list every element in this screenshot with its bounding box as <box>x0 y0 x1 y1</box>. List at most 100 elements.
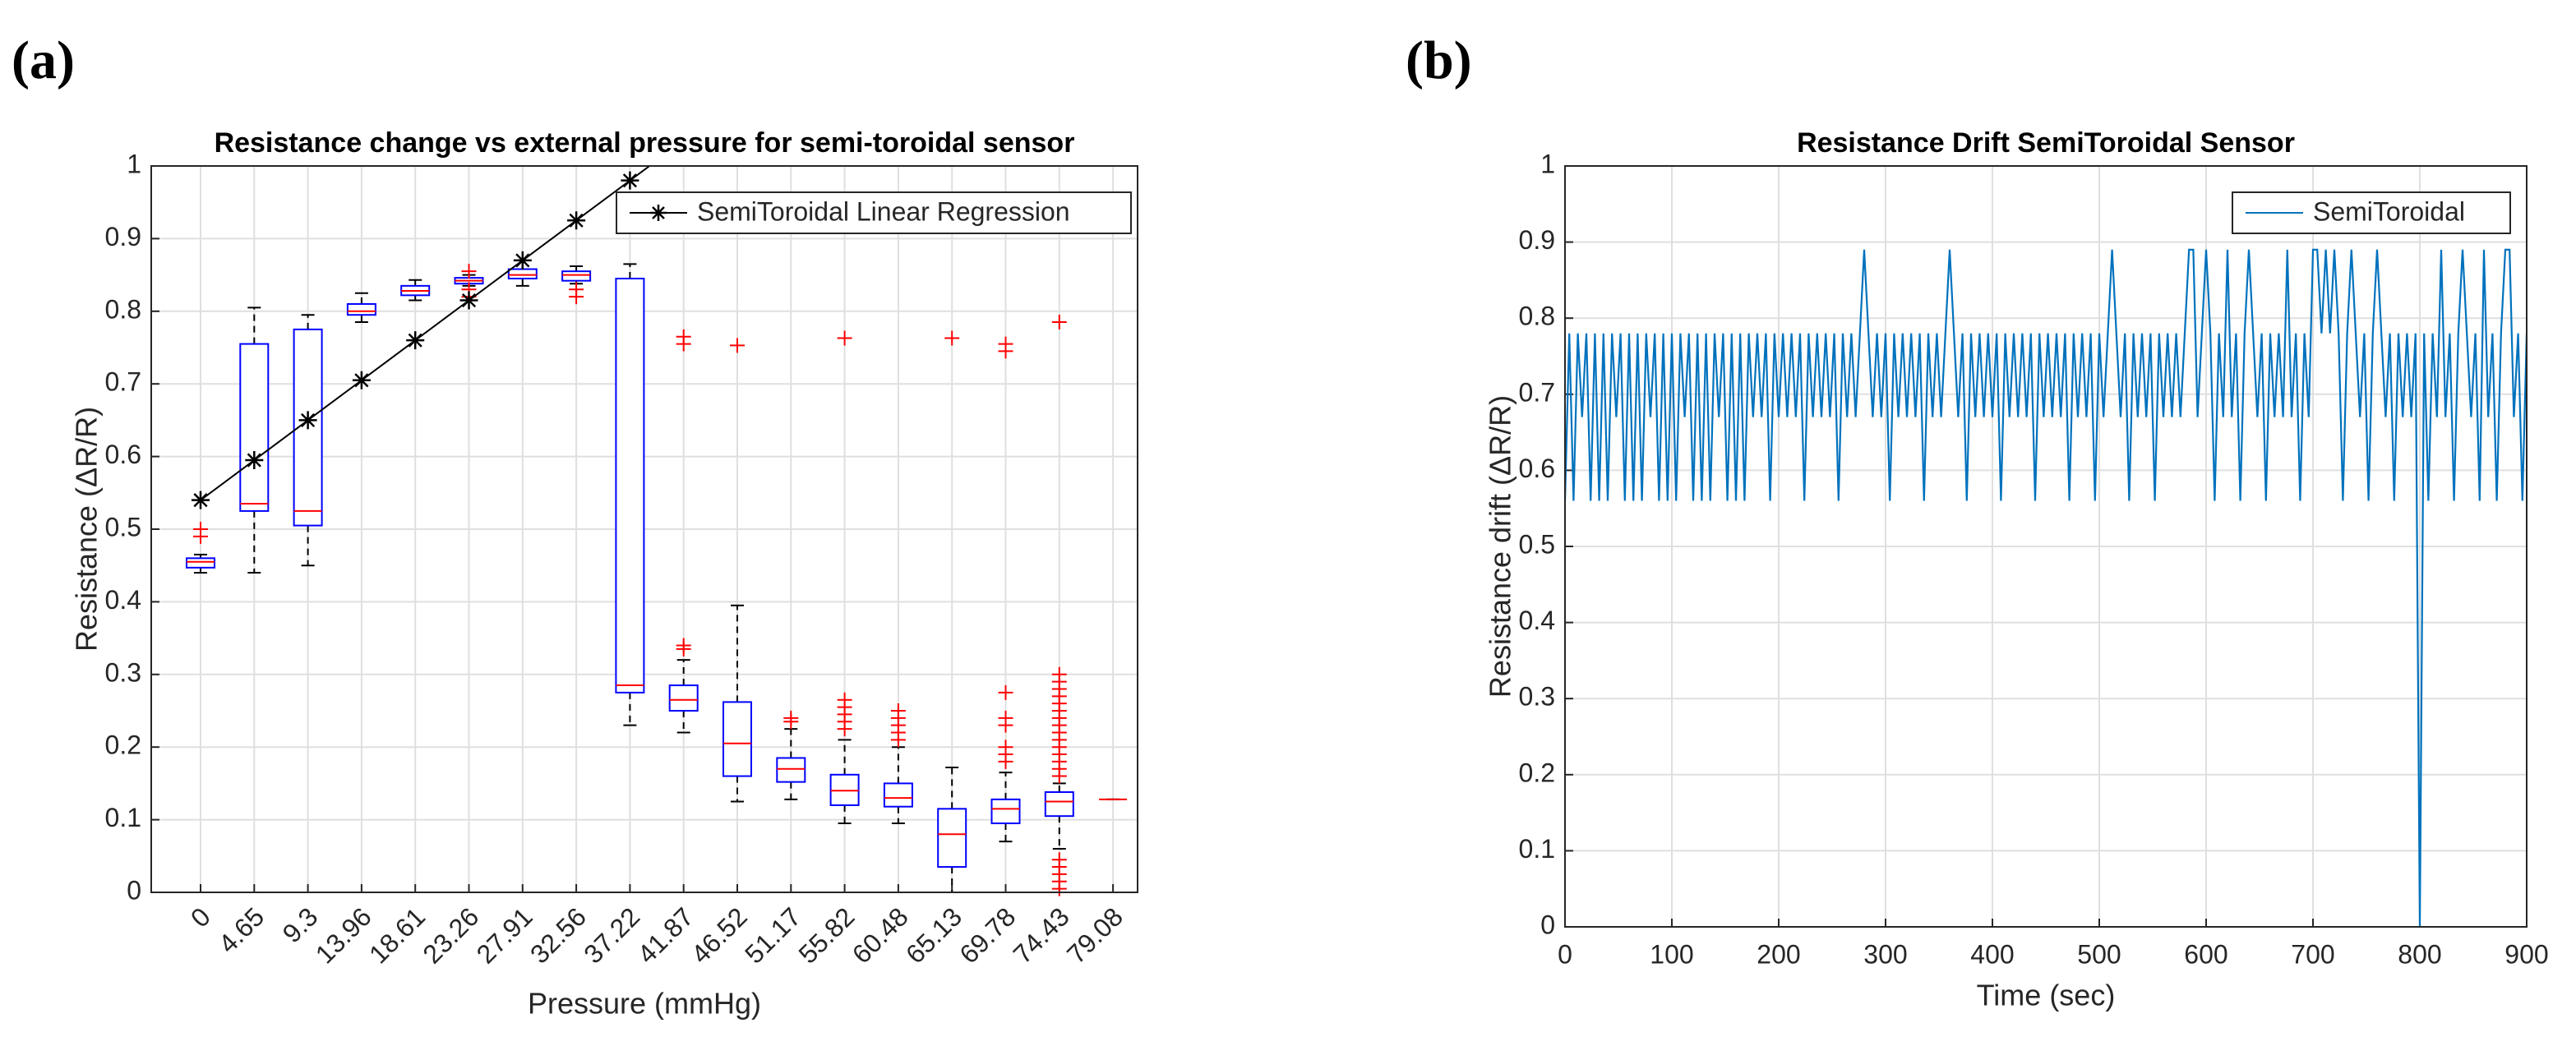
x-tick-label: 65.13 <box>900 901 967 969</box>
x-tick-label: 500 <box>2077 939 2121 969</box>
x-tick-label: 74.43 <box>1008 901 1075 969</box>
box <box>507 268 538 280</box>
box <box>1044 791 1074 818</box>
regression-group <box>192 12 854 509</box>
outlier <box>676 638 691 653</box>
outlier <box>569 282 584 297</box>
x-tick-label: 0 <box>185 901 216 933</box>
outlier <box>783 710 799 726</box>
y-tick-label: 0.7 <box>105 367 141 397</box>
x-axis-label: Pressure (mmHg) <box>528 987 761 1021</box>
x-tick-label: 55.82 <box>792 901 860 969</box>
regression-marker <box>836 12 854 30</box>
x-tick-label: 18.61 <box>363 901 431 969</box>
legend-label: SemiToroidal Linear Regression <box>697 196 1070 226</box>
y-tick-label: 0.5 <box>1519 529 1555 559</box>
y-tick-label: 0.7 <box>1519 377 1555 407</box>
series-group <box>1565 248 2527 927</box>
outlier <box>944 330 960 346</box>
y-tick-label: 0.3 <box>1519 682 1555 712</box>
y-tick-label: 0.2 <box>1519 758 1555 787</box>
x-tick-label: 27.91 <box>471 901 538 969</box>
box <box>937 808 967 869</box>
regression-marker <box>728 91 746 109</box>
outlier <box>998 740 1013 755</box>
box <box>990 798 1021 825</box>
outlier <box>676 329 691 344</box>
y-tick-label: 0.4 <box>105 585 141 615</box>
panel-label: (b) <box>1406 30 1472 90</box>
y-tick-label: 0.2 <box>105 730 141 760</box>
outlier <box>998 336 1013 352</box>
chart-title: Resistance change vs external pressure f… <box>215 127 1075 159</box>
box <box>186 557 215 569</box>
outlier <box>837 330 852 346</box>
axes-box <box>1564 165 2528 928</box>
y-tick-label: 0.1 <box>105 803 141 832</box>
drift-line <box>1565 248 2527 927</box>
box <box>883 782 913 808</box>
x-tick-label: 100 <box>1650 939 1693 969</box>
regression-marker <box>192 491 210 509</box>
box <box>722 701 752 777</box>
y-tick-label: 1 <box>127 149 141 178</box>
x-tick-label: 23.26 <box>417 901 484 969</box>
regression-marker <box>621 171 639 190</box>
y-tick-label: 0.8 <box>105 294 141 324</box>
box <box>346 302 376 316</box>
x-tick-label: 13.96 <box>310 901 377 969</box>
box <box>239 343 270 512</box>
y-tick-label: 0.4 <box>1519 606 1555 635</box>
x-tick-label: 900 <box>2504 939 2548 969</box>
box <box>776 757 806 783</box>
outlier <box>1051 315 1067 330</box>
y-tick-label: 0.5 <box>105 512 141 541</box>
legend-box <box>616 191 1132 234</box>
regression-marker <box>513 251 532 270</box>
axes-box <box>150 165 1138 893</box>
panel-label: (a) <box>12 30 75 90</box>
y-axis-label: Resistance drift (ΔR/R) <box>1484 395 1517 698</box>
box <box>561 270 592 282</box>
legend-label: SemiToroidal <box>2313 196 2465 226</box>
x-tick-label: 51.17 <box>739 901 806 969</box>
x-tick-label: 79.08 <box>1061 901 1129 969</box>
y-axis-label: Resistance (ΔR/R) <box>70 407 104 652</box>
y-tick-label: 0.3 <box>105 657 141 687</box>
regression-marker <box>406 331 425 350</box>
regression-marker <box>782 52 800 70</box>
y-tick-label: 0 <box>1540 910 1555 939</box>
x-tick-label: 0 <box>1558 939 1572 969</box>
legend-marker <box>650 205 667 221</box>
y-tick-label: 1 <box>1540 149 1555 178</box>
outlier <box>193 522 208 537</box>
x-tick-label: 37.22 <box>578 901 645 969</box>
chart-title: Resistance Drift SemiToroidal Sensor <box>1797 127 2295 159</box>
y-tick-label: 0.9 <box>1519 225 1555 255</box>
outlier <box>890 703 906 718</box>
regression-marker <box>459 291 478 310</box>
outlier <box>998 710 1013 726</box>
x-tick-label: 200 <box>1757 939 1800 969</box>
outlier <box>998 684 1013 700</box>
x-tick-label: 300 <box>1863 939 1907 969</box>
x-tick-label: 32.56 <box>524 901 592 969</box>
x-tick-label: 600 <box>2184 939 2227 969</box>
outlier <box>837 692 852 707</box>
y-tick-label: 0.9 <box>105 222 141 251</box>
box <box>668 684 699 712</box>
regression-marker <box>298 411 317 430</box>
x-tick-label: 800 <box>2398 939 2441 969</box>
y-tick-label: 0.6 <box>1519 454 1555 483</box>
x-tick-label: 46.52 <box>686 901 753 969</box>
y-tick-label: 0.6 <box>105 440 141 469</box>
outlier <box>1051 852 1067 868</box>
y-tick-label: 0.1 <box>1519 834 1555 864</box>
regression-line <box>200 166 651 501</box>
x-tick-label: 700 <box>2291 939 2334 969</box>
y-tick-label: 0 <box>127 875 141 905</box>
outlier <box>461 264 477 279</box>
outlier <box>1051 666 1067 682</box>
